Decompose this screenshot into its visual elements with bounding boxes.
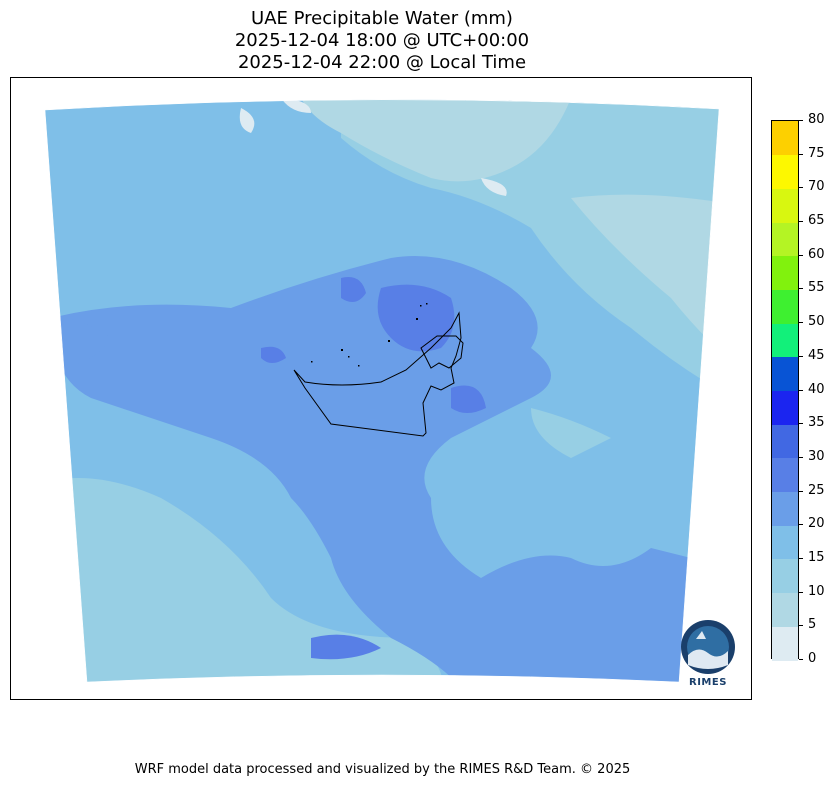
colorbar-band: [772, 356, 798, 391]
field-0-5-patch: [481, 178, 507, 196]
local-time-label: 2025-12-04 22:00 @ Local Time: [237, 52, 527, 73]
colorbar: [771, 120, 799, 661]
field-10-15-east: [531, 408, 611, 458]
uae-northern-emirates-border: [420, 335, 464, 369]
colorbar-band: [772, 424, 798, 459]
colorbar-tick: [799, 221, 803, 223]
colorbar-band: [772, 289, 798, 324]
colorbar-tick-label: 70: [808, 179, 825, 195]
field-20-25-band: [51, 256, 691, 682]
colorbar-band: [772, 491, 798, 526]
colorbar-tick: [799, 254, 803, 256]
colorbar-band: [772, 323, 798, 358]
colorbar-tick-label: 75: [808, 145, 825, 161]
colorbar-tick: [799, 524, 803, 526]
colorbar-band: [772, 592, 798, 627]
colorbar-tick-label: 55: [808, 280, 825, 296]
colorbar-tick: [799, 120, 803, 121]
uae-border: [293, 311, 462, 437]
colorbar-tick-label: 40: [808, 381, 825, 397]
colorbar-band: [772, 222, 798, 257]
colorbar-tick: [799, 187, 803, 189]
colorbar-tick: [799, 625, 803, 627]
logo-label: RIMES: [689, 677, 727, 688]
colorbar-tick-label: 45: [808, 347, 825, 363]
colorbar-tick: [799, 355, 803, 357]
rimes-logo: [681, 620, 735, 674]
colorbar-tick-label: 0: [808, 651, 817, 666]
field-25-30-patch: [311, 634, 381, 660]
colorbar-tick-label: 80: [808, 112, 825, 127]
colorbar-tick-label: 25: [808, 482, 825, 498]
field-5-10-north: [301, 99, 571, 182]
colorbar-tick: [799, 557, 803, 559]
colorbar-band: [772, 390, 798, 425]
field-25-30-patch: [451, 385, 486, 413]
colorbar-tick-label: 15: [808, 549, 825, 565]
map-panel: [10, 77, 752, 700]
field-5-10-southwest: [45, 568, 85, 682]
colorbar-tick-label: 10: [808, 583, 825, 599]
colorbar-band: [772, 154, 798, 189]
utc-time-label: 2025-12-04 18:00 @ UTC+00:00: [234, 30, 530, 51]
colorbar-band: [772, 121, 798, 156]
colorbar-tick: [799, 591, 803, 593]
colorbar-band: [772, 525, 798, 560]
colorbar-tick-label: 50: [808, 314, 825, 330]
colorbar-band: [772, 558, 798, 594]
colorbar-band: [772, 255, 798, 290]
colorbar-tick-label: 30: [808, 448, 825, 464]
colorbar-tick: [799, 288, 803, 290]
colorbar-band: [772, 457, 798, 493]
footer-credit: WRF model data processed and visualized …: [134, 762, 631, 777]
islands: [311, 303, 428, 367]
colorbar-tick: [799, 322, 803, 324]
colorbar-tick: [799, 423, 803, 425]
colorbar-tick-label: 20: [808, 516, 825, 532]
colorbar-tick-label: 35: [808, 415, 825, 431]
field-0-5-patch: [281, 99, 311, 113]
colorbar-band: [772, 626, 798, 661]
field-25-30-patch: [261, 346, 286, 363]
field-0-5-patch: [239, 108, 255, 133]
colorbar-tick-label: 65: [808, 213, 825, 229]
colorbar-tick-label: 60: [808, 246, 825, 262]
colorbar-tick: [799, 389, 803, 391]
colorbar-band: [772, 188, 798, 223]
model-domain-boundary: [44, 99, 720, 683]
colorbar-tick: [799, 153, 803, 155]
field-25-30-patch: [341, 277, 366, 302]
colorbar-tick: [799, 490, 803, 492]
colorbar-tick-label: 5: [808, 617, 817, 633]
precipitable-water-map: [44, 99, 720, 683]
colorbar-tick: [799, 659, 803, 660]
colorbar-tick: [799, 456, 803, 458]
chart-title: UAE Precipitable Water (mm): [251, 8, 513, 29]
